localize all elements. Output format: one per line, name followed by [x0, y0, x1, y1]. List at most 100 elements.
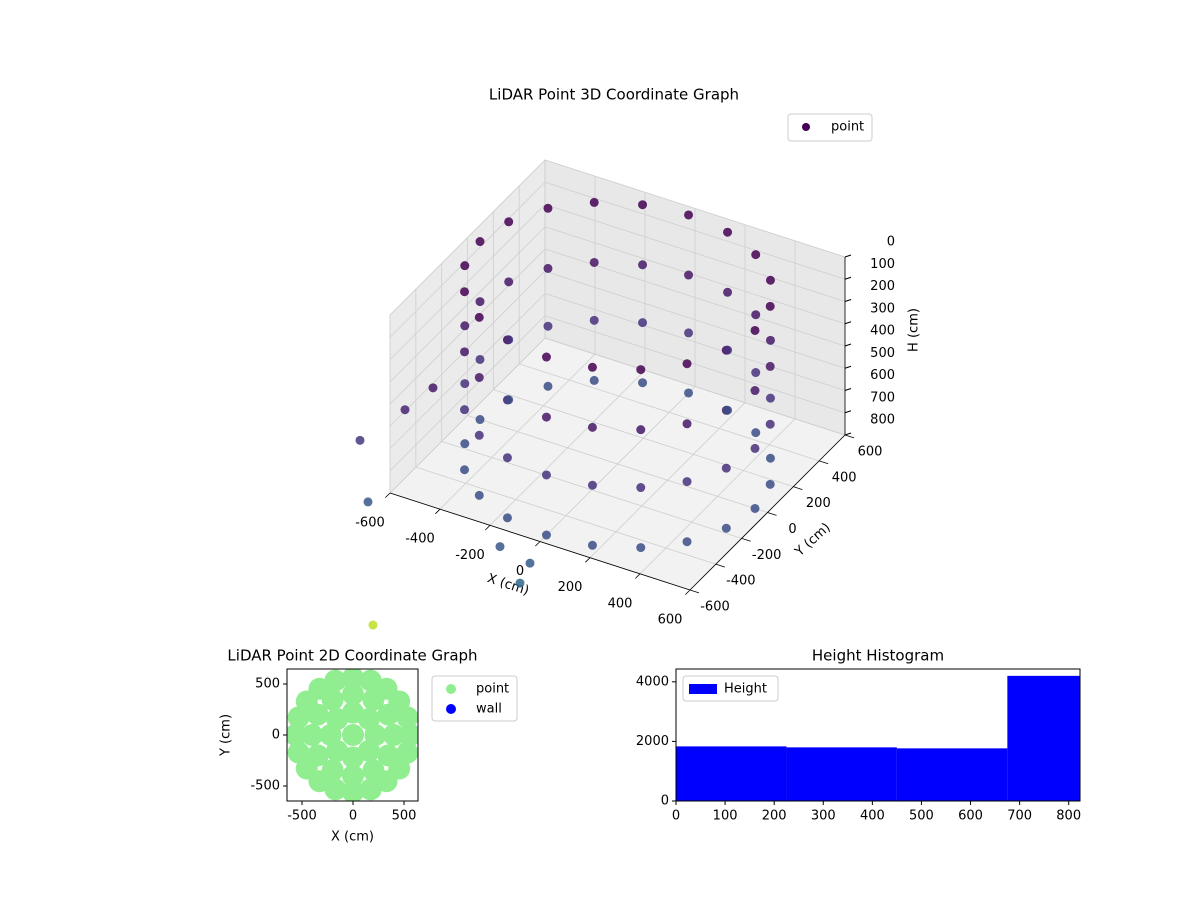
point [684, 210, 694, 220]
z-tick-label: 200 [870, 279, 895, 294]
x-tick-label: -600 [355, 516, 385, 531]
point [504, 395, 514, 405]
point [587, 422, 597, 432]
tick-mark [844, 432, 852, 436]
point [765, 361, 775, 371]
point [368, 620, 378, 630]
point [475, 237, 485, 247]
point [460, 465, 470, 475]
axes-frame [675, 668, 1081, 802]
point [543, 263, 553, 273]
x-tick-label: 200 [558, 580, 583, 595]
y-tick-label: 0 [661, 794, 669, 809]
point [541, 412, 551, 422]
bar [1007, 675, 1080, 801]
point [357, 739, 380, 762]
point [460, 439, 470, 449]
grid-line [389, 226, 546, 383]
point [460, 405, 470, 415]
point [399, 724, 418, 746]
y-tick-label: 0 [272, 728, 280, 743]
point [541, 352, 551, 362]
z-tick-label: 700 [870, 390, 895, 405]
z-tick-label: 300 [870, 301, 895, 316]
y-tick-label: 600 [858, 445, 883, 460]
point [765, 335, 775, 345]
grid-line [389, 159, 546, 316]
y-axis-line [689, 434, 846, 591]
x-tick-label: 600 [658, 613, 683, 628]
chart-histogram: 0 100 200 300 400 500 600 700 800 0 2000 4000 Height… [636, 647, 1081, 824]
tick-mark [485, 525, 491, 531]
point [504, 335, 514, 345]
point [474, 430, 484, 440]
point [355, 435, 365, 445]
point [321, 688, 344, 711]
plot-area [676, 675, 1080, 801]
grid-line [493, 389, 794, 488]
x-tick-label: -500 [287, 809, 317, 824]
point [543, 381, 553, 391]
legend-marker [802, 123, 810, 131]
chart-2d: -500 0 500 -500 0 500 X (cm) Y (cm) LiDAR Point … [219, 647, 518, 845]
point [638, 260, 648, 270]
tick-mark [844, 365, 852, 369]
x-tick-label: 200 [762, 809, 787, 824]
point [460, 321, 470, 331]
point [474, 372, 484, 382]
point [363, 497, 373, 507]
y-tick-label: 500 [255, 676, 280, 691]
point [684, 388, 694, 398]
grid-line [389, 315, 546, 472]
grid-line [519, 363, 820, 462]
point [396, 741, 418, 764]
point [636, 425, 646, 435]
point [504, 277, 514, 287]
legend-label: point [831, 120, 864, 135]
tick-mark [844, 410, 852, 414]
point [502, 513, 512, 523]
tick-mark [689, 589, 700, 594]
x-tick-label: 500 [909, 809, 934, 824]
point [475, 415, 485, 425]
z-tick-label: 800 [870, 413, 895, 428]
y-tick-label: 200 [806, 496, 831, 511]
point [751, 310, 761, 320]
x-tick-label: 600 [958, 809, 983, 824]
grid-line [441, 440, 742, 539]
point [475, 297, 485, 307]
y-tick-label: 4000 [636, 674, 669, 689]
bar [676, 746, 787, 801]
x-tick-label: -200 [455, 548, 485, 563]
point [504, 217, 514, 227]
grid-line [544, 293, 846, 391]
point [359, 669, 382, 692]
point [460, 261, 470, 271]
point [636, 483, 646, 493]
legend-box [787, 113, 873, 142]
point [495, 542, 505, 552]
point [750, 325, 760, 335]
point [342, 683, 365, 706]
point [321, 759, 344, 782]
point [342, 781, 365, 801]
point [765, 453, 775, 463]
point [543, 203, 553, 213]
point [721, 463, 731, 473]
chart-title: LiDAR Point 2D Coordinate Graph [227, 647, 477, 665]
point [541, 530, 551, 540]
bar [896, 748, 1008, 801]
point [324, 778, 347, 801]
point [460, 287, 470, 297]
z-tick-label: 600 [870, 368, 895, 383]
point [362, 759, 385, 782]
x-axis-line [389, 492, 691, 591]
z-tick-label: 400 [870, 324, 895, 339]
point [682, 419, 692, 429]
point [377, 744, 400, 767]
legend-label: point [476, 682, 509, 697]
point [587, 480, 597, 490]
grid-line [389, 337, 546, 494]
point [751, 428, 761, 438]
point [428, 383, 438, 393]
